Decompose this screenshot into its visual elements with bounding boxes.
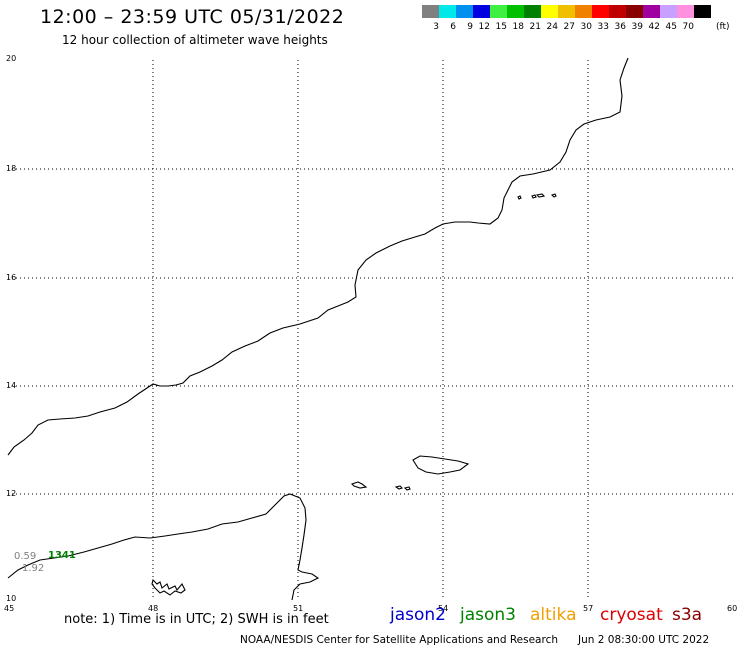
lat-label-18: 18 <box>6 164 17 173</box>
color-swatch-12 <box>626 5 643 18</box>
color-swatch-15 <box>677 5 694 18</box>
arabian-coastline <box>7 57 629 456</box>
color-scale-label: 24 <box>546 22 558 32</box>
lon-label-48: 48 <box>148 604 159 613</box>
abd-al-kuri-island <box>350 481 368 489</box>
lon-label-51: 51 <box>293 604 304 613</box>
map-title: 12:00 – 23:59 UTC 05/31/2022 <box>40 6 345 28</box>
color-swatch-10 <box>592 5 609 18</box>
map-subtitle: 12 hour collection of altimeter wave hei… <box>62 33 328 47</box>
color-scale-labels: 3 6 9 12 15 18 21 24 27 30 33 36 39 42 45 70 <box>422 22 694 32</box>
lon-label-54: 54 <box>438 604 449 613</box>
lat-label-14: 14 <box>6 381 17 390</box>
color-swatch-1 <box>439 5 456 18</box>
color-scale-label: 36 <box>614 22 626 32</box>
color-scale-label: 30 <box>580 22 592 32</box>
color-scale-label: 6 <box>450 22 456 32</box>
color-scale-label: 45 <box>665 22 677 32</box>
swh-value-label-2: 1.92 <box>22 563 45 574</box>
color-swatch-13 <box>643 5 660 18</box>
swh-value-label: 0.59 <box>14 551 37 562</box>
color-swatch-0 <box>422 5 439 18</box>
color-scale-label: 12 <box>478 22 490 32</box>
color-scale-label: 18 <box>512 22 524 32</box>
color-scale-bar <box>422 5 711 18</box>
legend-jason2: jason2 <box>390 605 446 625</box>
color-swatch-16 <box>694 5 711 18</box>
legend-cryosat: cryosat <box>600 605 663 625</box>
color-scale-label: 42 <box>648 22 660 32</box>
color-swatch-2 <box>456 5 473 18</box>
lat-label-12: 12 <box>6 489 17 498</box>
credit-line: NOAA/NESDIS Center for Satellite Applica… <box>240 634 558 646</box>
footer-note: note: 1) Time is in UTC; 2) SWH is in fe… <box>64 612 329 627</box>
color-swatch-3 <box>473 5 490 18</box>
legend-altika: altika <box>530 605 577 625</box>
legend-jason3: jason3 <box>460 605 516 625</box>
lon-label-45: 45 <box>4 604 15 613</box>
lat-label-16: 16 <box>6 273 17 282</box>
color-scale-label: 3 <box>433 22 439 32</box>
color-scale-label: 21 <box>529 22 541 32</box>
lat-label-20: 20 <box>6 54 17 63</box>
lon-label-60: 60 <box>727 604 738 613</box>
color-scale-label: 33 <box>597 22 609 32</box>
color-swatch-7 <box>541 5 558 18</box>
color-swatch-6 <box>524 5 541 18</box>
color-scale-label: 15 <box>495 22 507 32</box>
legend-s3a: s3a <box>672 605 703 625</box>
color-swatch-14 <box>660 5 677 18</box>
color-swatch-5 <box>507 5 524 18</box>
color-scale-label: 9 <box>467 22 473 32</box>
color-swatch-11 <box>609 5 626 18</box>
color-scale-label: 70 <box>682 22 694 32</box>
socotra-island <box>412 455 470 475</box>
reef-outline <box>151 578 186 596</box>
color-scale-label: 27 <box>563 22 575 32</box>
lat-label-10: 10 <box>6 594 17 603</box>
brothers-islands <box>394 485 411 491</box>
track-time-label: 1341 <box>48 550 76 561</box>
color-scale-label: 39 <box>631 22 643 32</box>
horn-of-africa-coastline <box>7 493 320 601</box>
color-swatch-4 <box>490 5 507 18</box>
generated-timestamp: Jun 2 08:30:00 UTC 2022 <box>578 634 710 646</box>
color-scale-unit: (ft) <box>716 22 730 32</box>
color-swatch-8 <box>558 5 575 18</box>
lat-lon-grid <box>8 60 733 600</box>
kuria-muria-islands <box>517 193 557 200</box>
lon-label-57: 57 <box>583 604 594 613</box>
color-swatch-9 <box>575 5 592 18</box>
